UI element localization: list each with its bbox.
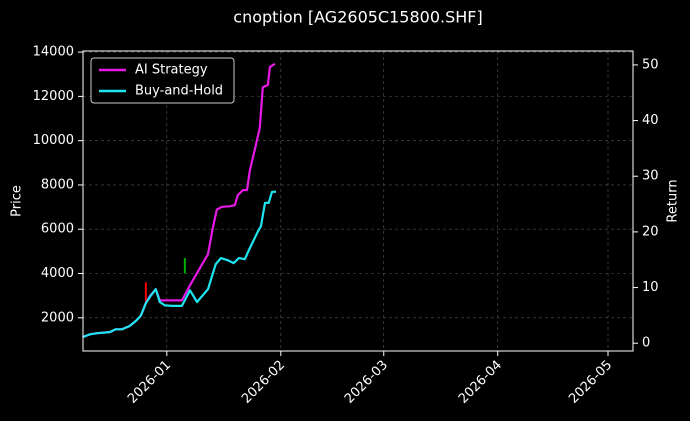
y2-tick-label: 30 (642, 169, 659, 184)
y-tick-label: 8000 (41, 177, 74, 192)
y-tick-label: 6000 (41, 222, 74, 237)
plot-frame (82, 50, 634, 352)
y-tick-label: 14000 (33, 45, 74, 60)
series-line (82, 62, 276, 339)
y2-tick-label: 0 (642, 336, 650, 351)
x-tick-label: 2026-02 (239, 358, 288, 407)
series-line (82, 190, 276, 339)
y-tick-label: 12000 (33, 89, 74, 104)
candle (183, 258, 186, 274)
y2-tick-label: 50 (642, 57, 659, 72)
x-tick-label: 2026-03 (342, 358, 391, 407)
legend-box (90, 57, 235, 104)
y-tick-label: 2000 (41, 310, 74, 325)
candle (144, 282, 147, 303)
x-tick-label: 2026-01 (125, 358, 174, 407)
y-tick-label: 4000 (41, 266, 74, 281)
x-tick-label: 2026-04 (456, 358, 505, 407)
legend-label: AI Strategy (135, 63, 208, 78)
y2-tick-label: 40 (642, 113, 659, 128)
y2-tick-label: 20 (642, 224, 659, 239)
chart-title: cnoption [AG2605C15800.SHF] (233, 8, 482, 27)
y2-tick-label: 10 (642, 280, 659, 295)
x-tick-label: 2026-05 (566, 358, 615, 407)
y2-axis-label: Return (666, 179, 681, 222)
y-axis-label: Price (10, 185, 25, 217)
legend-label: Buy-and-Hold (135, 84, 223, 99)
y-tick-label: 10000 (33, 133, 74, 148)
